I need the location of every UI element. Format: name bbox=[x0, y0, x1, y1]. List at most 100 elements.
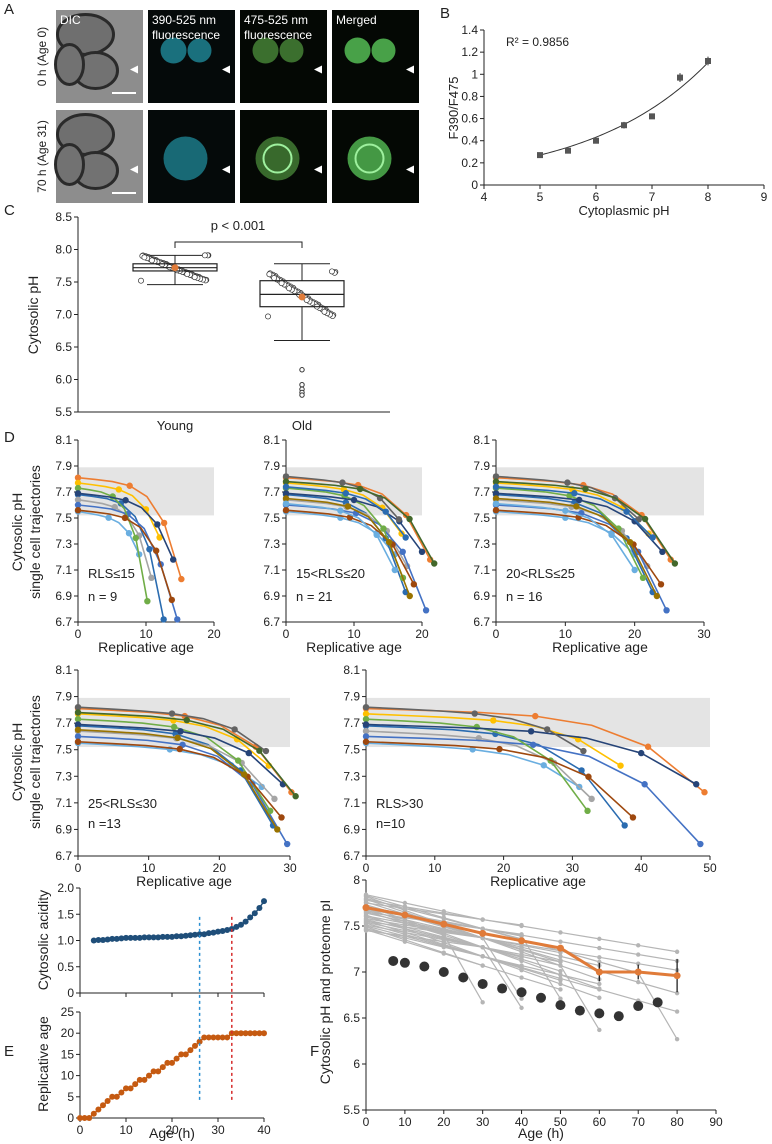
trajectory-point bbox=[532, 712, 539, 720]
mean-ph-point bbox=[595, 968, 603, 976]
trajectory-point bbox=[621, 822, 628, 829]
trajectory-point bbox=[74, 484, 82, 492]
sample-point bbox=[148, 257, 155, 264]
proteome-pi-point bbox=[613, 1011, 624, 1022]
trajectory-point bbox=[580, 747, 587, 755]
trajectory-point bbox=[240, 771, 248, 778]
single-cell-point bbox=[558, 987, 563, 992]
trajectory-point bbox=[256, 747, 263, 754]
trajectory-point bbox=[578, 767, 585, 774]
trajectory-point bbox=[641, 781, 648, 788]
trajectory-point bbox=[362, 704, 370, 711]
column-label: 390-525 nm bbox=[152, 13, 216, 27]
trajectory-point bbox=[342, 490, 350, 497]
trajectory-point bbox=[631, 566, 638, 574]
acidity-point bbox=[113, 935, 120, 942]
acidity-point bbox=[256, 904, 263, 911]
trajectory-point bbox=[278, 814, 285, 821]
data-point bbox=[565, 147, 571, 154]
mean-ph-point bbox=[556, 944, 564, 952]
acidity-point bbox=[100, 936, 106, 943]
trajectory-point bbox=[399, 548, 406, 556]
d1-y-tick-label: 7.1 bbox=[263, 563, 280, 577]
b-x-tick-label: 6 bbox=[593, 190, 600, 204]
d0-y-tick-label: 7.3 bbox=[55, 537, 72, 551]
d2-x-tick-label: 0 bbox=[493, 627, 500, 641]
d3-x-tick-label: 0 bbox=[75, 861, 82, 875]
replicative-age-point bbox=[238, 1030, 244, 1037]
trajectory-point bbox=[431, 560, 438, 567]
d1-y-tick-label: 7.9 bbox=[263, 459, 280, 473]
e-top-y-tick-label: 0 bbox=[67, 986, 74, 1000]
subplot-0: 0 10 20 6.7 6.9 7.1 7.3 7.5 7.7 7.9 8.1 RLS≤15 n = 9… bbox=[55, 433, 221, 655]
acidity-point bbox=[215, 928, 221, 935]
trajectory-point bbox=[262, 747, 270, 755]
column-label: fluorescence bbox=[244, 28, 312, 42]
p-value-label: p < 0.001 bbox=[211, 218, 266, 233]
acidity-point bbox=[90, 937, 97, 944]
trajectory-point bbox=[153, 547, 160, 554]
trajectory-point bbox=[649, 534, 656, 541]
trajectory-point bbox=[671, 560, 679, 567]
f-x-tick-label: 50 bbox=[554, 1115, 568, 1129]
replicative-age-point bbox=[251, 1030, 258, 1037]
column-label: 475-525 nm bbox=[244, 13, 308, 27]
mean-ph-point bbox=[401, 911, 409, 919]
trajectory-point bbox=[148, 574, 155, 581]
trajectory-point bbox=[385, 538, 393, 546]
trajectory-point bbox=[274, 826, 281, 833]
data-point bbox=[593, 137, 599, 144]
replicative-age-point bbox=[155, 1068, 162, 1075]
e-top-y-tick-label: 1.0 bbox=[57, 934, 74, 948]
replicative-age-point bbox=[219, 1034, 226, 1041]
d0-y-tick-label: 6.7 bbox=[55, 615, 72, 629]
trajectory-point bbox=[373, 531, 380, 539]
y-axis-label: Cytosolic pH and proteome pI bbox=[317, 900, 333, 1084]
trajectory-point bbox=[566, 492, 573, 499]
sample-point bbox=[184, 271, 191, 278]
acidity-point bbox=[118, 935, 125, 942]
d4-y-tick-label: 6.9 bbox=[343, 822, 360, 836]
sample-point bbox=[286, 285, 293, 292]
single-cell-point bbox=[363, 892, 369, 897]
e-bottom-x-tick-label: 0 bbox=[77, 1123, 84, 1137]
trajectory-point bbox=[564, 479, 571, 486]
acidity-point bbox=[242, 918, 249, 925]
trajectory-point bbox=[176, 745, 183, 753]
single-cell-point bbox=[363, 919, 369, 924]
panel-e-single-cell: 0 0.5 1.0 1.5 2.0 0 10 20 30 40 0 5 10 15 20 25 Age (h) C… bbox=[35, 881, 271, 1141]
subplot-4: 0 10 20 30 40 50 6.7 6.9 7.1 7.3 7.5 7.7 7.9 8.1 RLS>3… bbox=[343, 663, 717, 889]
single-cell-point bbox=[402, 900, 408, 906]
outlier-point bbox=[299, 382, 305, 388]
vacuole-ring bbox=[354, 143, 385, 174]
cell-fluorescence bbox=[279, 38, 304, 63]
single-cell-point bbox=[441, 944, 446, 950]
sample-point bbox=[191, 274, 198, 281]
d4-y-tick-label: 6.7 bbox=[343, 849, 360, 863]
acidity-point bbox=[132, 934, 139, 941]
trajectory-point bbox=[105, 514, 112, 521]
mean-ph-point bbox=[518, 937, 526, 945]
single-cell-point bbox=[363, 922, 369, 928]
single-cell-point bbox=[519, 956, 524, 962]
acidity-point bbox=[192, 931, 198, 938]
n-label: n=10 bbox=[376, 816, 405, 831]
c-y-tick-label: 8.5 bbox=[55, 210, 72, 224]
single-cell-point bbox=[519, 967, 524, 973]
d4-x-tick-label: 30 bbox=[566, 861, 580, 875]
trajectory-point bbox=[115, 486, 123, 493]
d1-y-tick-label: 7.5 bbox=[263, 511, 280, 525]
replicative-age-point bbox=[132, 1081, 139, 1088]
d3-y-tick-label: 7.7 bbox=[55, 716, 72, 730]
data-point bbox=[649, 113, 655, 120]
trajectory-point bbox=[258, 783, 265, 791]
single-cell-point bbox=[597, 981, 602, 987]
trajectory-point bbox=[471, 710, 478, 717]
column-label: Merged bbox=[336, 13, 377, 27]
f-y-tick-label: 6.5 bbox=[343, 1011, 360, 1025]
f-x-tick-label: 70 bbox=[632, 1115, 646, 1129]
e-bottom-y-tick-label: 15 bbox=[61, 1047, 75, 1061]
trajectory-point bbox=[282, 500, 290, 507]
trajectory-point bbox=[382, 508, 389, 515]
d3-x-tick-label: 10 bbox=[142, 861, 156, 875]
